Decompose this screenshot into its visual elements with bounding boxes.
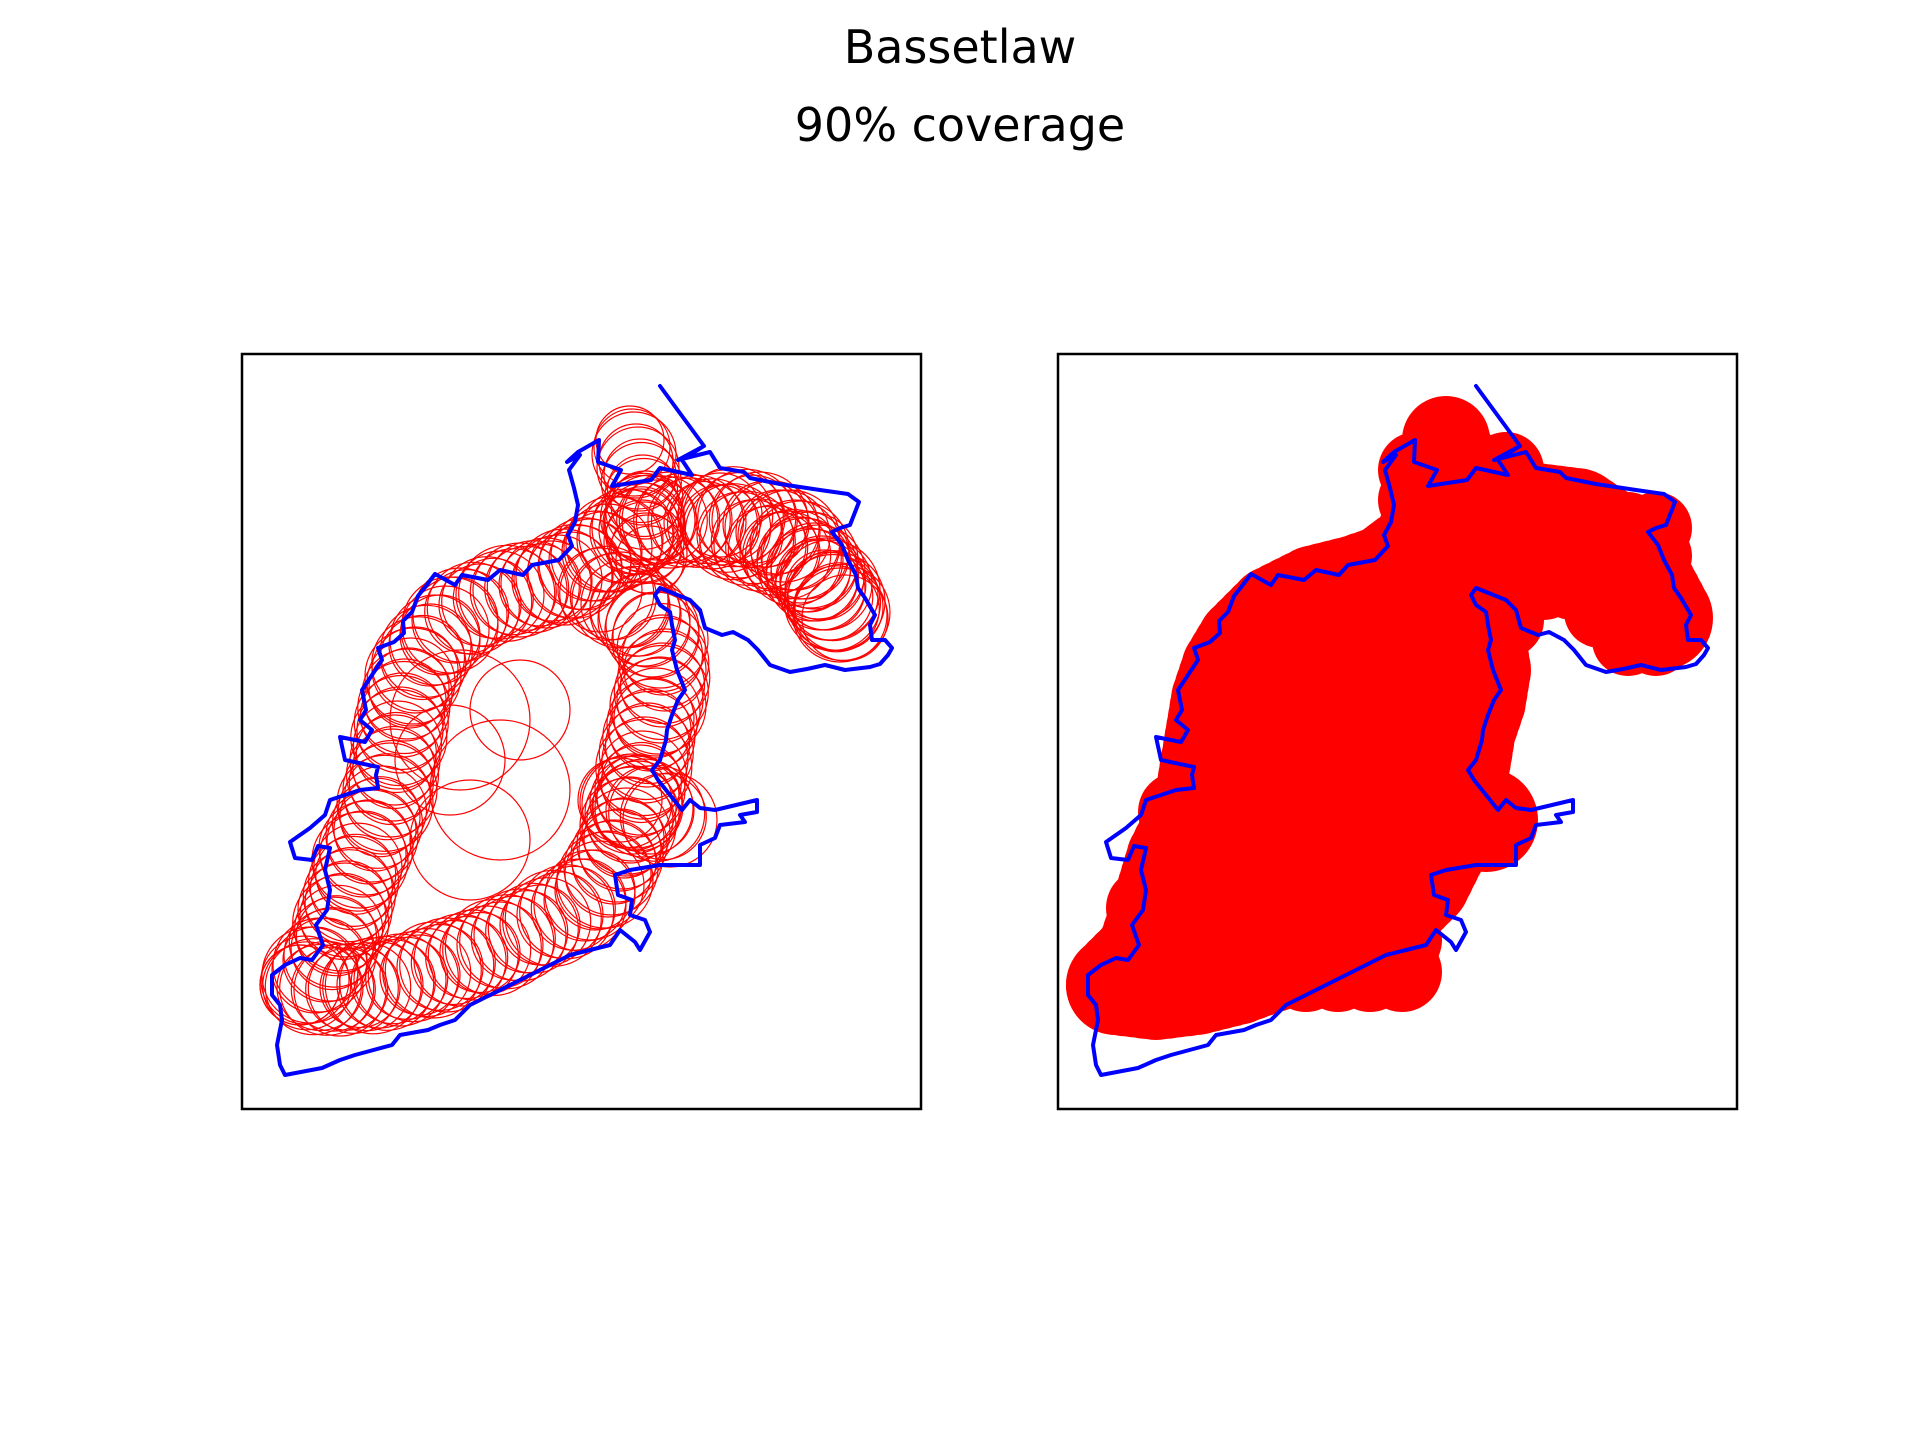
- left-district-boundary: [270, 384, 894, 1077]
- coverage-circle: [348, 739, 434, 826]
- coverage-circle: [617, 630, 711, 725]
- coverage-circle: [279, 940, 375, 1036]
- left-coverage-circles: [259, 405, 891, 1037]
- coverage-circle: [579, 755, 673, 849]
- coverage-circle: [616, 479, 698, 561]
- coverage-circle: [604, 702, 691, 788]
- coverage-circle: [309, 846, 393, 931]
- coverage-circle: [379, 934, 461, 1016]
- coverage-circle: [302, 849, 396, 943]
- coverage-circle: [336, 754, 434, 852]
- coverage-circle: [801, 574, 889, 662]
- coverage-circle: [409, 779, 531, 901]
- coverage-circle: [591, 411, 677, 497]
- coverage-circle: [613, 644, 709, 741]
- coverage-circle: [353, 674, 449, 771]
- coverage-circle: [554, 849, 636, 931]
- coverage-circle: [413, 913, 507, 1007]
- coverage-circle: [604, 457, 684, 538]
- coverage-circle: [356, 686, 444, 774]
- coverage-circle: [615, 525, 685, 595]
- figure-subtitle: 90% coverage: [794, 98, 1126, 152]
- coverage-circle: [711, 471, 809, 569]
- coverage-circle: [725, 505, 809, 590]
- coverage-circle: [603, 486, 679, 562]
- coverage-circle: [322, 942, 412, 1032]
- coverage-circle: [543, 858, 627, 942]
- coverage-circle: [297, 862, 393, 958]
- coverage-circle: [571, 551, 669, 649]
- coverage-circle: [411, 576, 499, 664]
- coverage-circle: [469, 659, 571, 761]
- coverage-circle: [605, 472, 683, 550]
- coverage-circle: [616, 656, 704, 744]
- coverage-circle: [606, 454, 679, 526]
- coverage-circle: [368, 647, 450, 729]
- coverage-circle: [290, 946, 376, 1032]
- coverage-circle: [299, 872, 387, 961]
- coverage-circle: [760, 510, 850, 600]
- coverage-circle: [307, 942, 399, 1034]
- left-axes-frame: [240, 352, 923, 1111]
- coverage-circle: [557, 547, 643, 633]
- figure-title: Bassetlaw: [843, 20, 1077, 74]
- coverage-circle: [770, 524, 866, 620]
- coverage-circle: [647, 477, 733, 563]
- coverage-circle: [792, 567, 888, 663]
- coverage-circle: [601, 716, 689, 804]
- coverage-circle: [608, 514, 688, 594]
- coverage-circle: [352, 700, 443, 790]
- coverage-circle: [576, 798, 668, 890]
- coverage-circle: [276, 943, 364, 1032]
- left-map-panel: [240, 352, 923, 1111]
- coverage-circle: [500, 537, 592, 629]
- coverage-circle: [761, 511, 859, 609]
- coverage-circle: [556, 831, 654, 929]
- coverage-circle: [794, 562, 884, 652]
- coverage-circle: [610, 512, 682, 584]
- coverage-circle: [594, 744, 686, 836]
- coverage-circle: [787, 549, 879, 642]
- coverage-circle: [262, 941, 352, 1031]
- coverage-circle: [563, 820, 659, 916]
- coverage-circle: [603, 501, 685, 583]
- coverage-circle: [359, 672, 446, 758]
- coverage-circle: [600, 441, 682, 524]
- coverage-circle: [389, 649, 531, 791]
- coverage-circle: [292, 874, 390, 972]
- coverage-disc: [1362, 932, 1442, 1012]
- coverage-circle: [319, 946, 401, 1029]
- coverage-circle: [611, 667, 701, 757]
- right-map-panel: [1056, 352, 1739, 1111]
- coverage-circle: [594, 758, 694, 858]
- coverage-circle: [295, 895, 377, 977]
- coverage-circle: [264, 938, 362, 1036]
- coverage-circle: [345, 728, 440, 822]
- coverage-circle: [504, 869, 602, 967]
- coverage-circle: [663, 480, 747, 565]
- coverage-disc: [1366, 820, 1466, 920]
- coverage-circle: [290, 906, 374, 991]
- coverage-circle: [605, 499, 679, 573]
- coverage-circle: [305, 947, 389, 1031]
- coverage-circle: [619, 642, 706, 728]
- coverage-circle: [339, 776, 421, 858]
- coverage-circle: [579, 777, 677, 875]
- right-district-boundary: [1086, 384, 1710, 1077]
- coverage-disc: [1620, 604, 1692, 676]
- coverage-circle: [581, 787, 671, 877]
- coverage-circle: [426, 561, 520, 655]
- coverage-circle: [598, 704, 694, 801]
- coverage-circle: [313, 822, 403, 912]
- coverage-circle: [555, 840, 645, 930]
- coverage-disc: [1446, 790, 1526, 870]
- coverage-circle: [394, 704, 506, 816]
- coverage-circle: [511, 540, 593, 622]
- coverage-circle: [371, 616, 467, 712]
- coverage-circle: [713, 498, 807, 592]
- coverage-circle: [564, 830, 652, 918]
- coverage-circle: [412, 567, 508, 663]
- coverage-circle: [429, 719, 571, 861]
